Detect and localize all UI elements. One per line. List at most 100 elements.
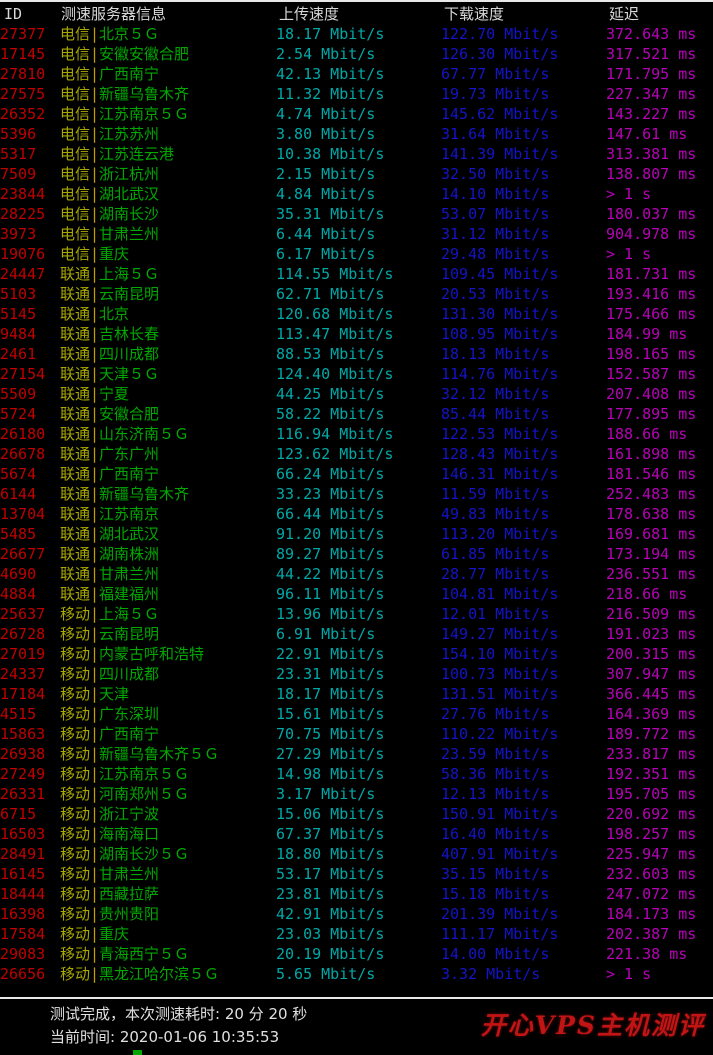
cell-upload-speed: 89.27 Mbit/s <box>276 545 385 563</box>
cell-download-speed: 32.12 Mbit/s <box>441 385 550 403</box>
cell-latency: 147.61 ms <box>606 125 688 143</box>
cell-download-speed: 18.13 Mbit/s <box>441 345 550 363</box>
cell-upload-speed: 5.65 Mbit/s <box>276 965 376 983</box>
cell-id: 28225 <box>0 205 46 223</box>
cell-upload-speed: 23.31 Mbit/s <box>276 665 385 683</box>
table-row: 27249 移动|江苏南京５Ｇ 14.98 Mbit/s 58.36 Mbit/s 19… <box>0 764 713 784</box>
location-label: 浙江宁波 <box>99 805 160 823</box>
isp-separator: | <box>90 425 100 443</box>
cell-server: 电信|江苏苏州 <box>60 124 276 144</box>
cell-server: 电信|湖北武汉 <box>60 184 276 204</box>
isp-label: 电信 <box>60 205 91 223</box>
cell-latency: 232.603 ms <box>606 865 697 883</box>
isp-label: 移动 <box>60 865 91 883</box>
table-row: 5317 电信|江苏连云港 10.38 Mbit/s 141.39 Mbit/s 313… <box>0 144 713 164</box>
cell-id: 13704 <box>0 505 46 523</box>
cell-id: 5103 <box>0 285 37 303</box>
cell-server: 联通|吉林长春 <box>60 324 276 344</box>
table-row: 16398 移动|贵州贵阳 42.91 Mbit/s 201.39 Mbit/s 184… <box>0 904 713 924</box>
column-header-latency: 延迟 <box>609 5 640 23</box>
isp-label: 联通 <box>60 545 91 563</box>
cell-upload-speed: 88.53 Mbit/s <box>276 345 385 363</box>
location-label: 江苏南京５Ｇ <box>99 765 190 783</box>
cell-upload-speed: 67.37 Mbit/s <box>276 825 385 843</box>
cell-download-speed: 23.59 Mbit/s <box>441 745 550 763</box>
cell-upload-speed: 11.32 Mbit/s <box>276 85 385 103</box>
isp-separator: | <box>90 385 100 403</box>
cell-id: 25637 <box>0 605 46 623</box>
isp-label: 联通 <box>60 265 91 283</box>
location-label: 新疆乌鲁木齐 <box>99 485 190 503</box>
cell-download-speed: 29.48 Mbit/s <box>441 245 550 263</box>
cell-server: 电信|重庆 <box>60 244 276 264</box>
cell-upload-speed: 35.31 Mbit/s <box>276 205 385 223</box>
table-row: 27154 联通|天津５Ｇ 124.40 Mbit/s 114.76 Mbit/s 15… <box>0 364 713 384</box>
cell-id: 2461 <box>0 345 37 363</box>
location-label: 湖南株洲 <box>99 545 160 563</box>
cell-upload-speed: 18.17 Mbit/s <box>276 25 385 43</box>
isp-separator: | <box>90 585 100 603</box>
cell-id: 26728 <box>0 625 46 643</box>
column-header-upload: 上传速度 <box>279 5 340 23</box>
cell-upload-speed: 20.19 Mbit/s <box>276 945 385 963</box>
table-row: 17184 移动|天津 18.17 Mbit/s 131.51 Mbit/s 366.4… <box>0 684 713 704</box>
cell-latency: 207.408 ms <box>606 385 697 403</box>
isp-separator: | <box>90 285 100 303</box>
cell-upload-speed: 124.40 Mbit/s <box>276 365 394 383</box>
table-row: 25637 移动|上海５Ｇ 13.96 Mbit/s 12.01 Mbit/s 216.… <box>0 604 713 624</box>
table-row: 26656 移动|黑龙江哈尔滨５Ｇ 5.65 Mbit/s 3.32 Mbit/s > … <box>0 964 713 984</box>
isp-separator: | <box>90 705 100 723</box>
cell-latency: 180.037 ms <box>606 205 697 223</box>
cell-server: 联通|安徽合肥 <box>60 404 276 424</box>
isp-label: 移动 <box>60 705 91 723</box>
cell-latency: 181.546 ms <box>606 465 697 483</box>
cell-download-speed: 128.43 Mbit/s <box>441 445 559 463</box>
table-row: 29083 移动|青海西宁５Ｇ 20.19 Mbit/s 14.00 Mbit/s 22… <box>0 944 713 964</box>
table-row: 16503 移动|海南海口 67.37 Mbit/s 16.40 Mbit/s 198.… <box>0 824 713 844</box>
cell-upload-speed: 27.29 Mbit/s <box>276 745 385 763</box>
isp-separator: | <box>90 565 100 583</box>
cell-upload-speed: 23.03 Mbit/s <box>276 925 385 943</box>
location-label: 内蒙古呼和浩特 <box>99 645 205 663</box>
cell-id: 4690 <box>0 565 37 583</box>
cell-upload-speed: 3.80 Mbit/s <box>276 125 376 143</box>
isp-label: 移动 <box>60 845 91 863</box>
cell-upload-speed: 33.23 Mbit/s <box>276 485 385 503</box>
table-row: 5145 联通|北京 120.68 Mbit/s 131.30 Mbit/s 175.4… <box>0 304 713 324</box>
location-label: 新疆乌鲁木齐５Ｇ <box>99 745 220 763</box>
cell-download-speed: 131.30 Mbit/s <box>441 305 559 323</box>
isp-separator: | <box>90 645 100 663</box>
cell-server: 联通|广东广州 <box>60 444 276 464</box>
cell-upload-speed: 18.80 Mbit/s <box>276 845 385 863</box>
cell-download-speed: 122.70 Mbit/s <box>441 25 559 43</box>
isp-separator: | <box>90 885 100 903</box>
cell-download-speed: 104.81 Mbit/s <box>441 585 559 603</box>
cell-server: 电信|江苏南京５Ｇ <box>60 104 276 124</box>
isp-separator: | <box>90 925 100 943</box>
isp-label: 联通 <box>60 425 91 443</box>
table-row: 26728 移动|云南昆明 6.91 Mbit/s 149.27 Mbit/s 191.… <box>0 624 713 644</box>
isp-separator: | <box>90 405 100 423</box>
isp-label: 移动 <box>60 965 91 983</box>
location-label: 广西南宁 <box>99 725 160 743</box>
location-label: 湖南长沙 <box>99 205 160 223</box>
current-time-line: 当前时间: 2020-01-06 10:35:53 <box>0 1026 713 1049</box>
cell-latency: 177.895 ms <box>606 405 697 423</box>
cell-server: 联通|天津５Ｇ <box>60 364 276 384</box>
cell-latency: 175.466 ms <box>606 305 697 323</box>
table-row: 17584 移动|重庆 23.03 Mbit/s 111.17 Mbit/s 202.3… <box>0 924 713 944</box>
cell-id: 5674 <box>0 465 37 483</box>
isp-label: 联通 <box>60 285 91 303</box>
table-row: 28491 移动|湖南长沙５Ｇ 18.80 Mbit/s 407.91 Mbit/s 2… <box>0 844 713 864</box>
cell-upload-speed: 15.06 Mbit/s <box>276 805 385 823</box>
table-row: 27019 移动|内蒙古呼和浩特 22.91 Mbit/s 154.10 Mbit/s… <box>0 644 713 664</box>
cell-id: 26352 <box>0 105 46 123</box>
cell-id: 17584 <box>0 925 46 943</box>
footer: 测试完成，本次测速耗时: 20 分 20 秒 当前时间: 2020-01-06 … <box>0 1003 713 1055</box>
cell-download-speed: 201.39 Mbit/s <box>441 905 559 923</box>
location-label: 西藏拉萨 <box>99 885 160 903</box>
cell-id: 26656 <box>0 965 46 983</box>
table-row: 28225 电信|湖南长沙 35.31 Mbit/s 53.07 Mbit/s 180.… <box>0 204 713 224</box>
cell-server: 移动|四川成都 <box>60 664 276 684</box>
